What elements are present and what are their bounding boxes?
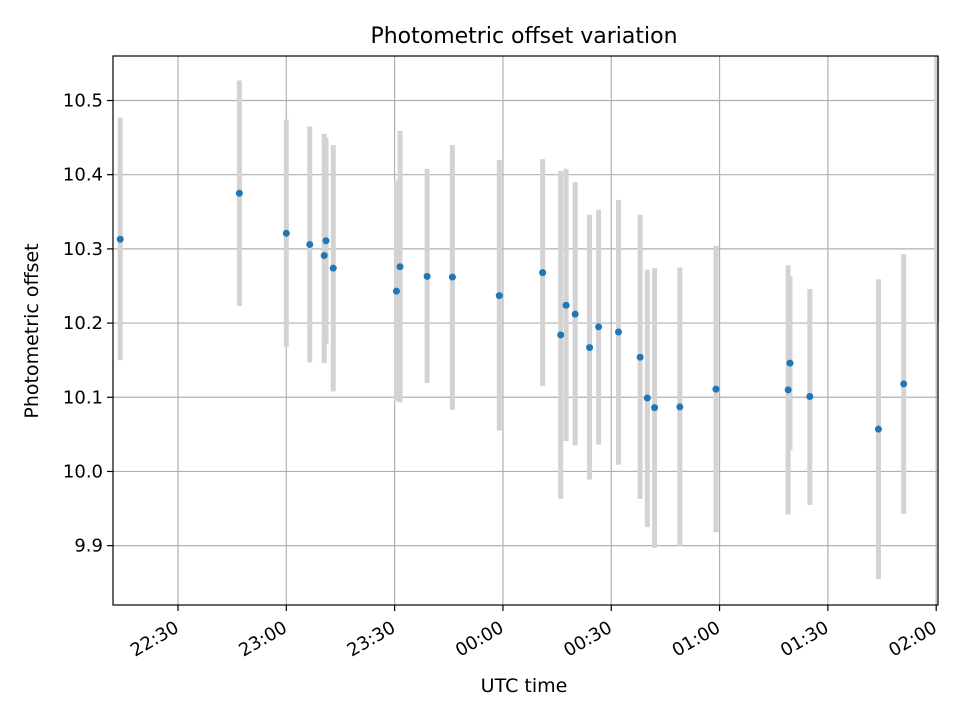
data-point bbox=[322, 237, 330, 245]
data-point bbox=[282, 229, 290, 237]
y-tick-label: 10.4 bbox=[63, 165, 103, 186]
data-point bbox=[392, 287, 400, 295]
data-point bbox=[636, 353, 644, 361]
data-point bbox=[329, 264, 337, 272]
grid bbox=[113, 56, 938, 605]
y-tick-label: 10.1 bbox=[63, 387, 103, 408]
data-point bbox=[235, 189, 243, 197]
data-point bbox=[643, 394, 651, 402]
data-point bbox=[874, 425, 882, 433]
data-point bbox=[651, 404, 659, 412]
data-point bbox=[448, 273, 456, 281]
plot-frame bbox=[112, 55, 939, 606]
data-point bbox=[116, 235, 124, 243]
data-points bbox=[116, 189, 908, 433]
data-point bbox=[557, 331, 565, 339]
y-tick-label: 10.3 bbox=[63, 239, 103, 260]
y-tick-label: 10.2 bbox=[63, 313, 103, 334]
y-tick-label: 10.5 bbox=[63, 91, 103, 112]
data-point bbox=[320, 252, 328, 260]
data-point bbox=[614, 328, 622, 336]
data-point bbox=[900, 380, 908, 388]
data-point bbox=[562, 301, 570, 309]
data-point bbox=[712, 385, 720, 393]
data-point bbox=[586, 344, 594, 352]
data-point bbox=[676, 403, 684, 411]
data-point bbox=[784, 386, 792, 394]
data-point bbox=[423, 272, 431, 280]
y-axis-ticks: 9.9 10.0 10.1 10.2 10.3 10.4 10.5 bbox=[63, 91, 113, 557]
x-axis-label: UTC time bbox=[481, 675, 568, 697]
y-tick-label: 10.0 bbox=[63, 461, 103, 482]
data-point bbox=[806, 393, 814, 401]
chart-title: Photometric offset variation bbox=[370, 24, 677, 49]
data-point bbox=[495, 292, 503, 300]
data-point bbox=[786, 359, 794, 367]
data-point bbox=[595, 323, 603, 331]
data-point bbox=[306, 240, 314, 248]
data-point bbox=[539, 269, 547, 277]
y-tick-label: 9.9 bbox=[74, 536, 103, 557]
y-axis-label: Photometric offset bbox=[21, 243, 43, 418]
data-point bbox=[571, 310, 579, 318]
data-point bbox=[396, 263, 404, 271]
